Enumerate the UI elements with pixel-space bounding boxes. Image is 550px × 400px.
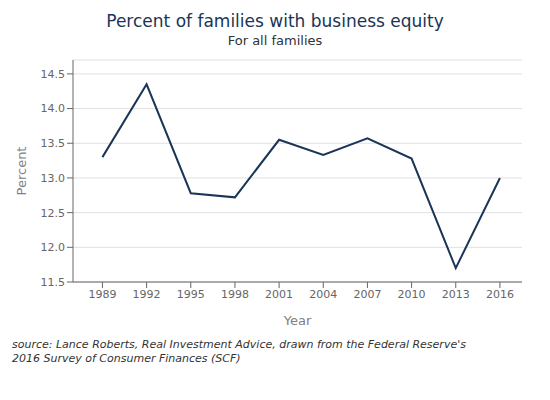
svg-text:13.5: 13.5 — [41, 137, 66, 150]
svg-text:11.5: 11.5 — [41, 276, 66, 289]
svg-text:2001: 2001 — [265, 288, 293, 301]
svg-text:2010: 2010 — [398, 288, 426, 301]
svg-text:Year: Year — [283, 313, 312, 328]
svg-text:14.0: 14.0 — [41, 102, 66, 115]
html-text:Percent of families with busin: Percent of families with business equity — [106, 11, 444, 31]
svg-text:Percent: Percent — [14, 147, 29, 196]
svg-text:1995: 1995 — [177, 288, 205, 301]
svg-text:12.0: 12.0 — [41, 241, 66, 254]
svg-text:2004: 2004 — [309, 288, 337, 301]
svg-text:12.5: 12.5 — [41, 207, 66, 220]
html-text:For all families: For all families — [227, 33, 323, 48]
svg-text:14.5: 14.5 — [41, 68, 66, 81]
svg-text:2013: 2013 — [442, 288, 470, 301]
svg-text:1989: 1989 — [88, 288, 116, 301]
svg-text:2016: 2016 — [486, 288, 514, 301]
html-text:source: Lance Roberts, Real In: source: Lance Roberts, Real Investment A… — [12, 338, 466, 351]
svg-text:1998: 1998 — [221, 288, 249, 301]
html-text:2016 Survey of Consumer Financ: 2016 Survey of Consumer Finances (SCF) — [12, 352, 241, 365]
svg-text:13.0: 13.0 — [41, 172, 66, 185]
svg-text:1992: 1992 — [133, 288, 161, 301]
svg-text:2007: 2007 — [353, 288, 381, 301]
